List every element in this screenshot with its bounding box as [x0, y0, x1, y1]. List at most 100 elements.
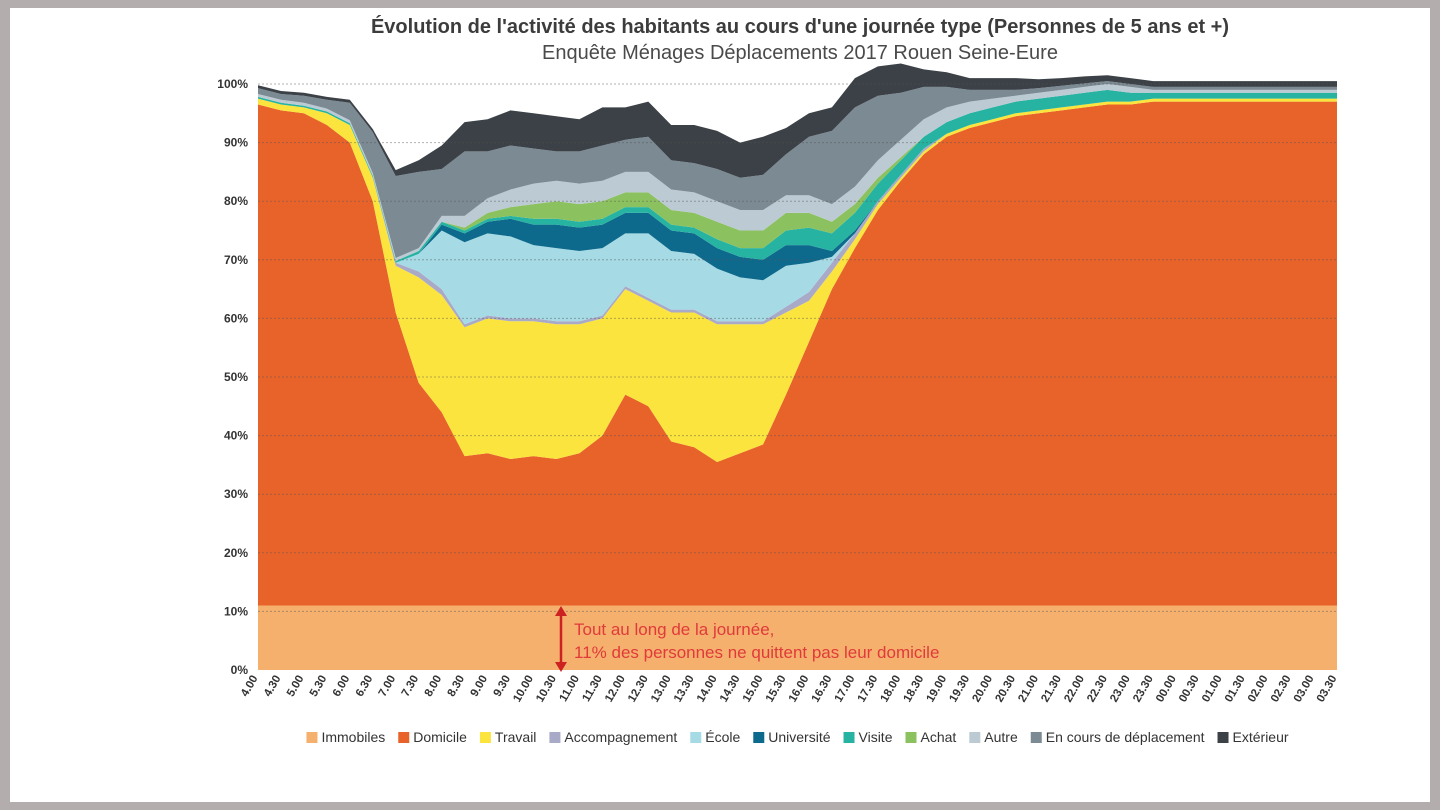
- x-tick-label: 01.30: [1223, 674, 1248, 705]
- x-tick-label: 18.00: [879, 674, 904, 705]
- legend-swatch: [549, 732, 561, 743]
- legend-swatch: [843, 732, 855, 743]
- chart-subtitle: Enquête Ménages Déplacements 2017 Rouen …: [542, 42, 1058, 64]
- x-tick-label: 5.30: [308, 674, 330, 699]
- x-tick-label: 8.00: [423, 674, 445, 699]
- series-area-achat: [258, 89, 1337, 262]
- x-tick-label: 4.30: [262, 674, 284, 699]
- legend-label: Autre: [984, 729, 1018, 745]
- legend-label: Université: [768, 729, 830, 745]
- x-tick-label: 19.30: [947, 674, 972, 705]
- x-tick-label: 14.30: [718, 674, 743, 705]
- x-tick-label: 4.00: [239, 674, 261, 699]
- x-tick-label: 7.00: [377, 674, 399, 699]
- x-tick-label: 23.30: [1131, 674, 1156, 705]
- legend-swatch: [1217, 732, 1229, 743]
- y-tick-label: 40%: [224, 429, 248, 443]
- legend-label: En cours de déplacement: [1046, 729, 1205, 745]
- x-tick-label: 7.30: [400, 674, 422, 699]
- x-tick-label: 19.00: [925, 674, 950, 705]
- stacked-area-chart: 0% 10% 20% 30% 40% 50% 60% 70% 80% 90% 100% 4.00 4.…: [217, 63, 1340, 745]
- x-tick-label: 16.30: [810, 674, 835, 705]
- x-tick-label: 01.00: [1200, 674, 1225, 705]
- x-tick-label: 12.00: [603, 674, 628, 705]
- series-areas: [258, 63, 1337, 670]
- x-tick-label: 18.30: [902, 674, 927, 705]
- x-tick-label: 14.00: [695, 674, 720, 705]
- x-tick-label: 22.30: [1085, 674, 1110, 705]
- chart-title: Évolution de l'activité des habitants au…: [370, 16, 1230, 38]
- x-tick-label: 13.00: [649, 674, 674, 705]
- series-area-visite: [258, 89, 1337, 263]
- x-tick-label: 21.30: [1039, 674, 1064, 705]
- legend-label: École: [705, 729, 740, 745]
- legend-label: Travail: [495, 729, 537, 745]
- x-tick-label: 9.30: [492, 674, 514, 699]
- x-tick-label: 20.30: [993, 673, 1018, 704]
- chart-frame: Évolution de l'activité des habitants au…: [10, 8, 1430, 802]
- y-tick-label: 20%: [224, 546, 248, 560]
- y-tick-label: 70%: [224, 253, 248, 267]
- y-tick-label: 80%: [224, 194, 248, 208]
- series-area-travail: [258, 98, 1337, 462]
- annotation-line-1: Tout au long de la journée,: [574, 620, 774, 639]
- y-axis-ticks: 0% 10% 20% 30% 40% 50% 60% 70% 80% 90% 100%: [217, 77, 248, 677]
- legend: Immobiles Domicile Travail Accompagnement Éc…: [306, 729, 1289, 745]
- x-tick-label: 15.00: [741, 674, 766, 705]
- series-area-immobiles: [258, 605, 1337, 670]
- x-tick-label: 22.00: [1062, 674, 1087, 705]
- series-area--cole: [258, 98, 1337, 325]
- x-tick-label: 6.30: [354, 674, 376, 699]
- legend-label: Domicile: [413, 729, 467, 745]
- x-tick-label: 03.30: [1315, 674, 1340, 705]
- series-area-domicile: [258, 101, 1337, 606]
- x-tick-label: 16.00: [787, 674, 812, 705]
- x-tick-label: 17.00: [833, 674, 858, 705]
- y-tick-label: 50%: [224, 370, 248, 384]
- x-tick-label: 02.00: [1246, 674, 1271, 705]
- legend-label: Visite: [859, 729, 893, 745]
- legend-label: Achat: [920, 729, 956, 745]
- x-tick-label: 00.00: [1154, 674, 1179, 705]
- x-tick-label: 10.00: [511, 674, 536, 705]
- legend-label: Immobiles: [321, 729, 385, 745]
- annotation-line-2: 11% des personnes ne quittent pas leur d…: [574, 643, 939, 662]
- x-axis-ticks: 4.00 4.30 5.00 5.30 6.00 6.30 7.00 7.30 8.00 8.30…: [239, 673, 1340, 704]
- series-area-ext-rieur: [258, 63, 1337, 178]
- legend-swatch: [306, 732, 318, 743]
- y-tick-label: 60%: [224, 311, 248, 325]
- x-tick-label: 23.00: [1108, 674, 1133, 705]
- x-tick-label: 13.30: [672, 674, 697, 705]
- legend-label: Extérieur: [1233, 729, 1289, 745]
- y-tick-label: 30%: [224, 487, 248, 501]
- x-tick-label: 11.30: [580, 674, 604, 704]
- x-tick-label: 15.30: [764, 674, 789, 705]
- legend-swatch: [905, 732, 917, 743]
- legend-label: Accompagnement: [564, 729, 677, 745]
- x-tick-label: 17.30: [856, 674, 881, 705]
- annotation-arrow-head-top: [555, 606, 567, 616]
- x-tick-label: 9.00: [469, 674, 491, 699]
- x-tick-label: 5.00: [285, 674, 307, 699]
- x-tick-label: 21.00: [1016, 674, 1041, 705]
- legend-swatch: [969, 732, 981, 743]
- legend-swatch: [690, 732, 702, 743]
- annotation-arrow-head-bottom: [555, 662, 567, 672]
- x-tick-label: 11.00: [558, 674, 582, 704]
- x-tick-label: 10.30: [534, 674, 559, 705]
- y-tick-label: 90%: [224, 136, 248, 150]
- legend-swatch: [753, 732, 765, 743]
- legend-swatch: [479, 732, 491, 743]
- series-area-universit-: [258, 98, 1337, 281]
- y-tick-label: 100%: [217, 77, 248, 91]
- x-tick-label: 00.30: [1177, 674, 1202, 705]
- x-tick-label: 03.00: [1292, 674, 1317, 705]
- x-tick-label: 8.30: [446, 674, 468, 699]
- x-tick-label: 12.30: [626, 674, 651, 705]
- annotation-group: Tout au long de la journée, 11% des pers…: [555, 606, 939, 672]
- series-area-en-cours-de-d-placement: [258, 81, 1337, 258]
- x-tick-label: 6.00: [331, 674, 353, 699]
- legend-swatch: [1030, 732, 1042, 743]
- x-tick-label: 20.00: [970, 674, 995, 705]
- y-tick-label: 10%: [224, 604, 248, 618]
